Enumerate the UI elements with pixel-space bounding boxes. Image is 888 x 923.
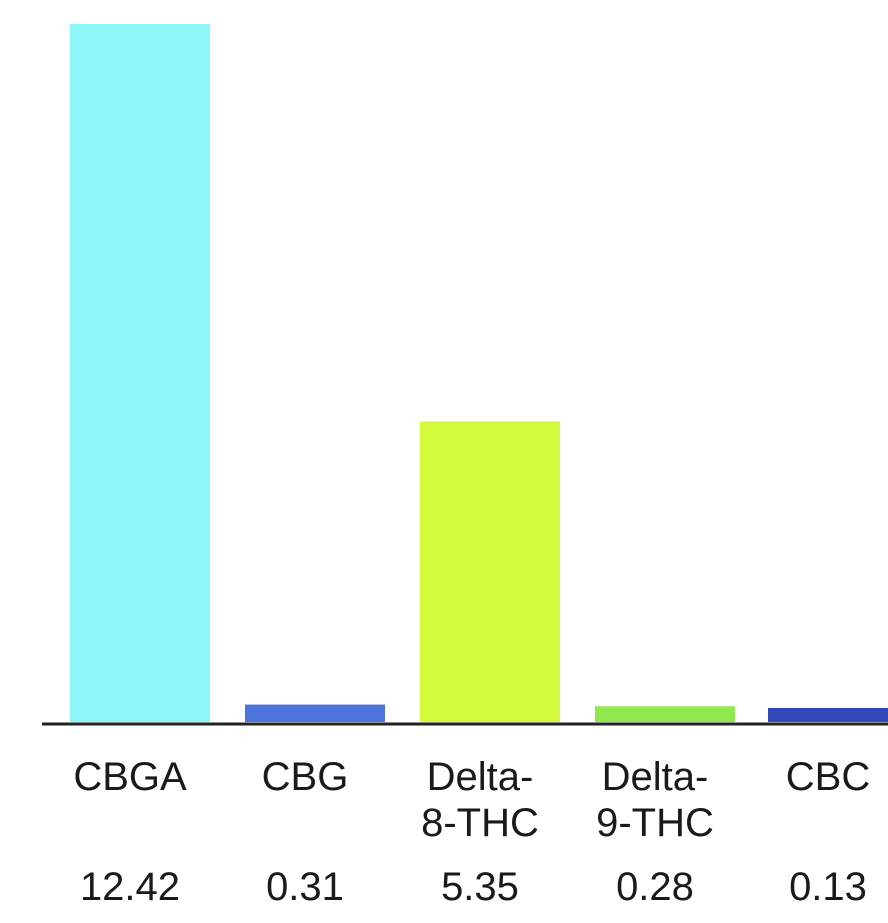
value-label-2: 5.35 [441,865,519,909]
category-label-2: Delta-8-THC [421,755,539,845]
bar-3 [595,706,735,722]
category-label-1: CBG [262,755,349,799]
value-label-1: 0.31 [266,865,344,909]
bars-group [70,24,888,722]
value-labels: 12.42 0.31 5.35 0.28 0.13 [80,865,867,909]
value-label-0: 12.42 [80,865,180,909]
value-label-3: 0.28 [616,865,694,909]
bar-1 [245,704,385,722]
value-label-4: 0.13 [789,865,867,909]
bar-4 [768,708,888,722]
category-label-4: CBC [786,755,870,799]
category-label-3: Delta-9-THC [596,755,714,845]
category-label-0: CBGA [73,755,187,799]
bar-0 [70,24,210,722]
category-labels: CBGA CBG Delta-8-THC Delta-9-THC CBC [73,755,870,845]
bar-2 [420,421,560,722]
